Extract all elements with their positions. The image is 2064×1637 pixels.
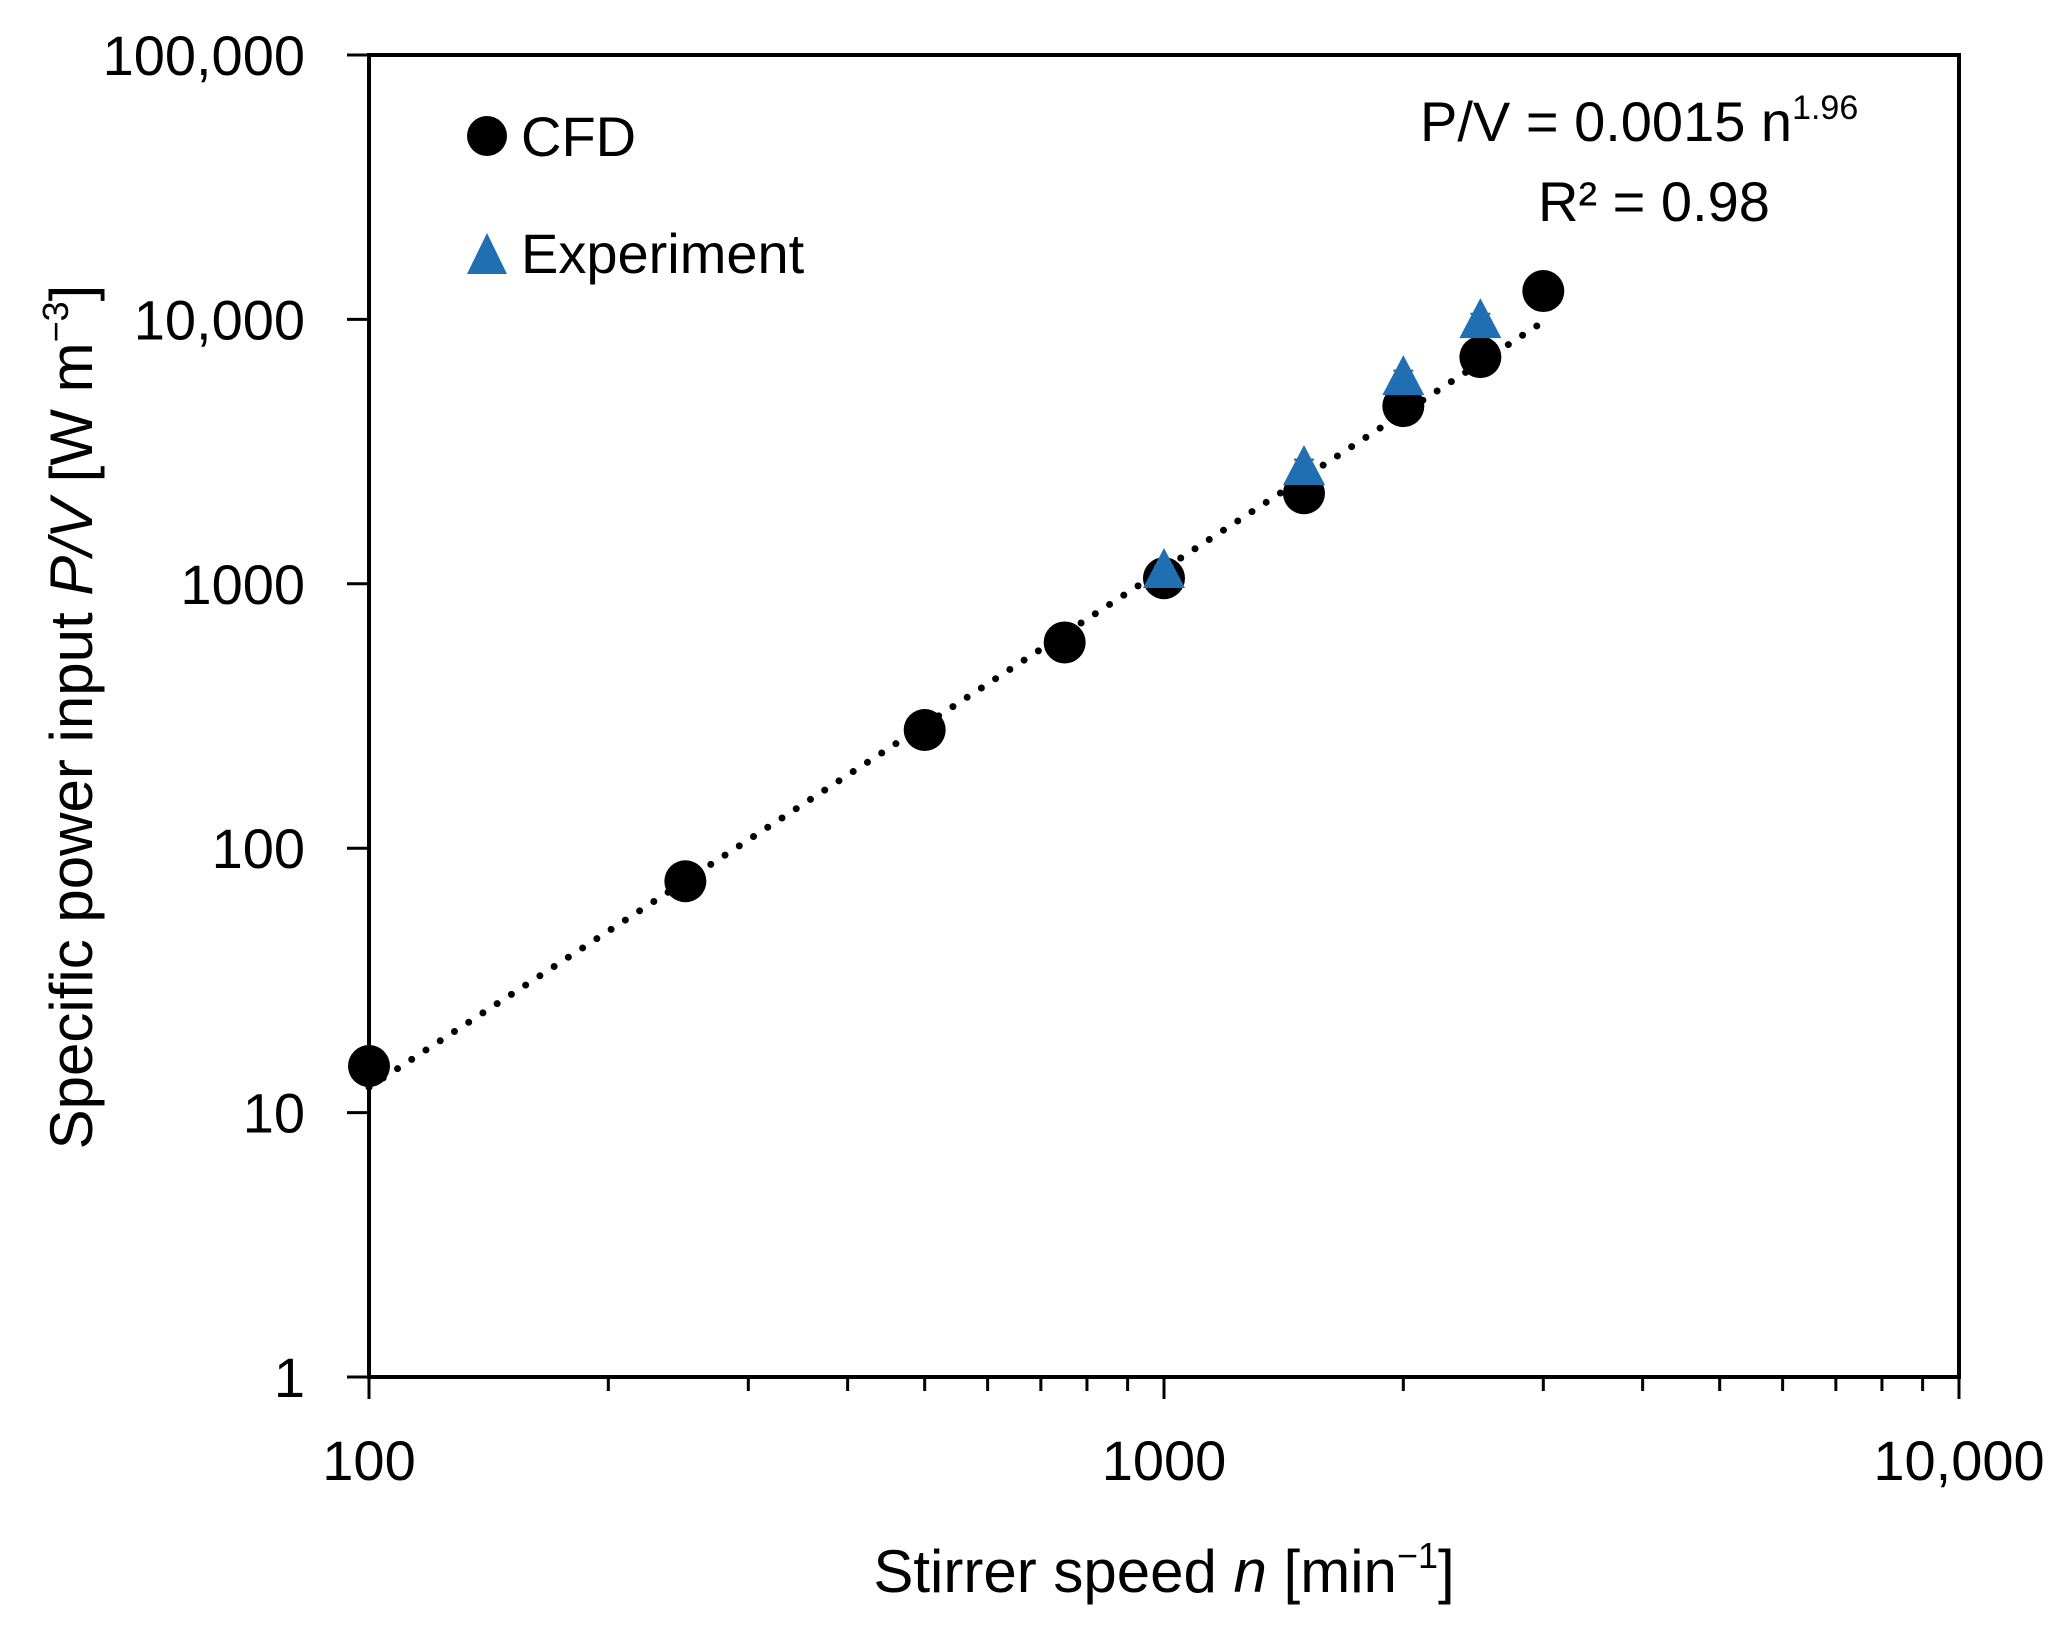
legend-experiment-marker (467, 233, 507, 274)
cfd-point (1522, 270, 1565, 313)
fit-r-squared: R² = 0.98 (1538, 170, 1770, 233)
legend-cfd-label: CFD (521, 105, 636, 168)
y-axis-title-symbol: P/V (38, 494, 105, 596)
fit-equation-exponent: 1.96 (1792, 89, 1858, 127)
series-experiment (1143, 298, 1502, 589)
y-tick-label: 1 (274, 1346, 305, 1409)
x-ticks: 100 1000 10,000 (322, 1377, 2045, 1492)
y-ticks: 1 10 100 1000 10,000 100,000 (103, 24, 369, 1409)
y-tick-label: 10 (243, 1082, 305, 1145)
series-cfd (348, 270, 1565, 1088)
y-axis-title-exponent: −3 (35, 301, 76, 342)
fit-equation-base: P/V = 0.0015 n (1420, 90, 1792, 153)
legend-experiment-label: Experiment (521, 222, 805, 285)
cfd-point (1382, 385, 1425, 428)
experiment-point (1382, 355, 1425, 396)
y-tick-label: 10,000 (134, 288, 305, 351)
x-axis-title-unit: [min (1267, 1538, 1397, 1605)
fit-line-group (365, 318, 1547, 1091)
x-axis-title: Stirrer speed n [min−1] (873, 1535, 1454, 1605)
x-tick-label: 10,000 (1873, 1429, 2044, 1492)
experiment-point (1143, 548, 1185, 589)
x-axis-title-symbol: n (1234, 1538, 1267, 1605)
x-axis-title-exponent: −1 (1397, 1535, 1438, 1576)
x-axis-title-close: ] (1438, 1538, 1455, 1605)
fit-equation: P/V = 0.0015 n1.96 R² = 0.98 (1420, 89, 1858, 233)
y-tick-label: 100,000 (103, 24, 305, 87)
cfd-point (903, 708, 946, 751)
experiment-point (1282, 444, 1325, 485)
y-axis-title-prefix: Specific power input (38, 596, 105, 1150)
y-axis-title-unit: [W m (38, 342, 105, 499)
y-axis-title-close: ] (38, 285, 105, 302)
legend: CFD Experiment (467, 105, 805, 285)
x-axis-title-prefix: Stirrer speed (873, 1538, 1233, 1605)
y-axis-title: Specific power input P/V [W m−3] (35, 285, 105, 1150)
legend-cfd-marker (467, 116, 507, 156)
y-tick-label: 1000 (180, 553, 305, 616)
cfd-point (1459, 336, 1502, 379)
cfd-point (664, 860, 707, 903)
fit-line (365, 318, 1547, 1091)
y-tick-label: 100 (212, 817, 305, 880)
x-minor-ticks (606, 1377, 1925, 1391)
series-group (348, 270, 1565, 1088)
cfd-point (1043, 621, 1086, 664)
x-tick-label: 100 (322, 1429, 415, 1492)
cfd-point (348, 1045, 390, 1088)
experiment-point (1459, 298, 1502, 339)
fit-equation-text: P/V = 0.0015 n1.96 (1420, 89, 1858, 153)
x-tick-label: 1000 (1102, 1429, 1227, 1492)
